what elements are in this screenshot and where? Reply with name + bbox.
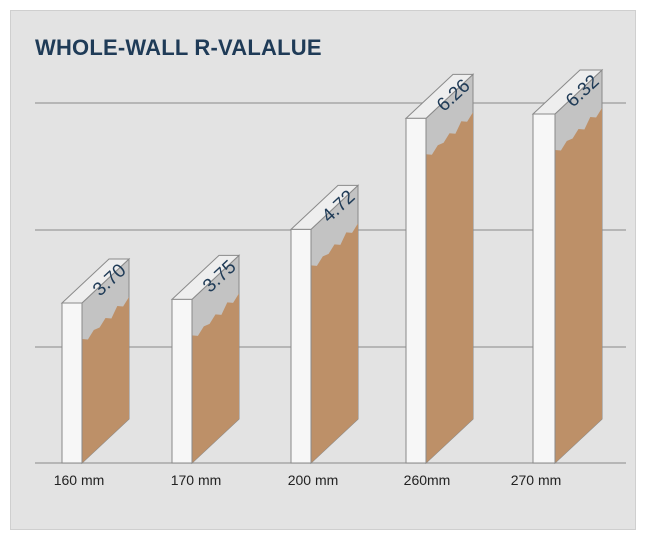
bar-insulation-fill bbox=[555, 108, 602, 463]
bar-front-face bbox=[61, 302, 83, 464]
bar bbox=[289, 184, 360, 465]
category-label: 200 mm bbox=[288, 472, 339, 488]
bar-front-face bbox=[532, 113, 556, 464]
bar bbox=[170, 254, 241, 465]
category-label: 260mm bbox=[404, 472, 451, 488]
bar-insulation-fill bbox=[426, 112, 473, 464]
bar bbox=[60, 257, 131, 465]
bar bbox=[531, 68, 604, 465]
chart-title: WHOLE-WALL R-VALALUE bbox=[35, 35, 322, 60]
bar-insulation-fill bbox=[82, 297, 129, 463]
bar bbox=[404, 73, 475, 465]
bar-front-face bbox=[405, 117, 427, 464]
category-label: 170 mm bbox=[171, 472, 222, 488]
bar-front-face bbox=[171, 298, 193, 464]
bar-insulation-fill bbox=[192, 293, 239, 463]
category-label: 160 mm bbox=[54, 472, 105, 488]
bar-front-face bbox=[290, 228, 312, 464]
bar-insulation-fill bbox=[311, 223, 358, 463]
category-label: 270 mm bbox=[511, 472, 562, 488]
